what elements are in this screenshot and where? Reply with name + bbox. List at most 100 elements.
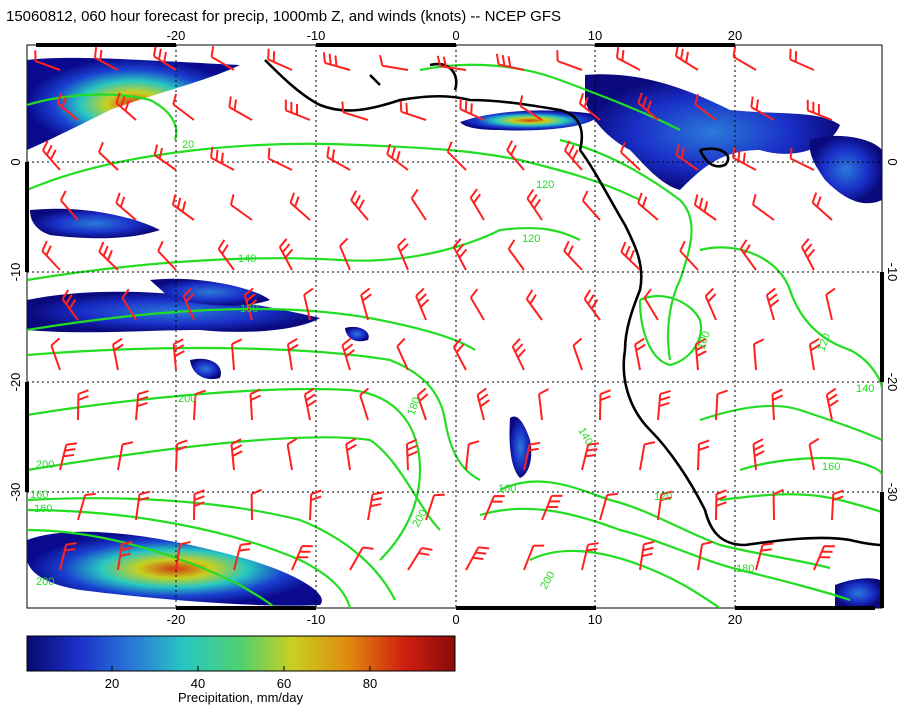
wind-barb bbox=[172, 338, 185, 371]
wind-barb bbox=[581, 190, 601, 221]
lon-label-bottom: 0 bbox=[452, 612, 459, 627]
wind-barb bbox=[694, 338, 707, 371]
lon-label-top: -20 bbox=[167, 28, 186, 43]
wind-barb bbox=[286, 337, 299, 371]
contour-label: 160 bbox=[34, 503, 52, 515]
wind-barb bbox=[506, 140, 525, 171]
wind-barb bbox=[41, 240, 61, 271]
wind-barb bbox=[98, 241, 119, 271]
wind-barb bbox=[77, 389, 89, 421]
wind-barb bbox=[115, 192, 137, 221]
wind-barb bbox=[755, 542, 774, 571]
wind-barb bbox=[732, 146, 757, 171]
height-contours bbox=[27, 63, 882, 608]
wind-barb bbox=[674, 45, 699, 71]
wind-barb bbox=[452, 238, 468, 271]
wind-barb bbox=[416, 387, 429, 421]
wind-barb bbox=[753, 338, 765, 371]
wind-barb bbox=[193, 389, 207, 421]
colorbar-tick-label: 60 bbox=[277, 676, 291, 691]
wind-barb bbox=[616, 47, 641, 71]
lat-label-right: -10 bbox=[885, 263, 900, 282]
wind-barb bbox=[397, 237, 409, 271]
map-title: 15060812, 060 hour forecast for precip, … bbox=[6, 8, 561, 25]
wind-barb bbox=[360, 287, 372, 321]
wind-barb bbox=[704, 287, 717, 321]
wind-barb bbox=[808, 437, 820, 471]
wind-barb bbox=[813, 545, 835, 571]
wind-barb bbox=[511, 337, 526, 371]
wind-barb bbox=[523, 441, 541, 471]
contour-label: 140 bbox=[238, 253, 256, 265]
wind-barb bbox=[61, 289, 79, 321]
wind-barb bbox=[112, 337, 124, 371]
wind-barb bbox=[563, 140, 583, 171]
wind-barb bbox=[407, 546, 433, 571]
wind-barb bbox=[583, 289, 601, 321]
wind-barb bbox=[476, 387, 490, 421]
wind-barb bbox=[620, 241, 641, 271]
wind-barb bbox=[459, 98, 485, 121]
wind-barb bbox=[637, 92, 659, 121]
wind-barb bbox=[59, 542, 77, 571]
wind-barb bbox=[634, 337, 646, 371]
wind-barb bbox=[697, 439, 710, 471]
lon-label-bottom: 20 bbox=[728, 612, 742, 627]
wind-barb bbox=[77, 492, 96, 521]
wind-barb bbox=[34, 50, 61, 71]
wind-barb bbox=[339, 237, 351, 271]
wind-barb bbox=[50, 337, 61, 371]
wind-barb bbox=[657, 390, 671, 421]
wind-barb bbox=[326, 146, 351, 171]
wind-barb bbox=[541, 494, 563, 521]
wind-barb bbox=[350, 190, 369, 221]
wind-barb bbox=[523, 544, 545, 571]
lon-label-top: 20 bbox=[728, 28, 742, 43]
lon-label-bottom: 10 bbox=[588, 612, 602, 627]
contour-label: 140 bbox=[856, 383, 874, 395]
lat-label-left: -30 bbox=[8, 483, 23, 502]
wind-barb bbox=[639, 540, 655, 571]
wind-barb bbox=[217, 239, 235, 271]
wind-barb bbox=[771, 388, 783, 421]
colorbar-tick-label: 80 bbox=[363, 676, 377, 691]
wind-barb bbox=[117, 540, 133, 571]
wind-barb bbox=[469, 288, 485, 321]
contour-label: 120 bbox=[522, 233, 540, 245]
wind-barb bbox=[171, 194, 195, 221]
wind-barb bbox=[349, 546, 374, 571]
wind-barb bbox=[446, 141, 467, 171]
wind-barb bbox=[452, 338, 467, 371]
wind-barb bbox=[538, 388, 549, 421]
wind-barb bbox=[637, 192, 659, 221]
contour-label: 160 bbox=[822, 461, 840, 473]
lat-label-right: 0 bbox=[885, 158, 900, 165]
colorbar-title: Precipitation, mm/day bbox=[178, 690, 303, 705]
contour-label: 20 bbox=[182, 139, 194, 151]
wind-barb bbox=[675, 144, 699, 171]
border-scale-bars bbox=[25, 43, 884, 610]
wind-barb bbox=[322, 52, 351, 71]
wind-barb bbox=[175, 540, 191, 571]
wind-barb bbox=[679, 240, 699, 271]
colorbar-tick-label: 20 bbox=[105, 676, 119, 691]
wind-barb bbox=[806, 99, 833, 121]
wind-barb bbox=[309, 489, 322, 521]
wind-barb bbox=[425, 493, 445, 521]
lon-label-top: -10 bbox=[307, 28, 326, 43]
wind-barb bbox=[750, 96, 775, 121]
wind-barb bbox=[267, 147, 293, 171]
wind-barb bbox=[135, 390, 149, 421]
wind-barb bbox=[465, 546, 490, 571]
wind-barb bbox=[229, 194, 253, 221]
wind-barb bbox=[800, 238, 816, 271]
wind-barb bbox=[789, 147, 815, 171]
wind-barb bbox=[825, 287, 836, 321]
contour-label: 180 bbox=[406, 396, 424, 417]
wind-barb bbox=[243, 287, 258, 321]
wind-barb bbox=[657, 490, 673, 521]
wind-barb bbox=[643, 288, 659, 321]
wind-barb bbox=[42, 140, 61, 171]
lat-label-right: -20 bbox=[885, 373, 900, 392]
